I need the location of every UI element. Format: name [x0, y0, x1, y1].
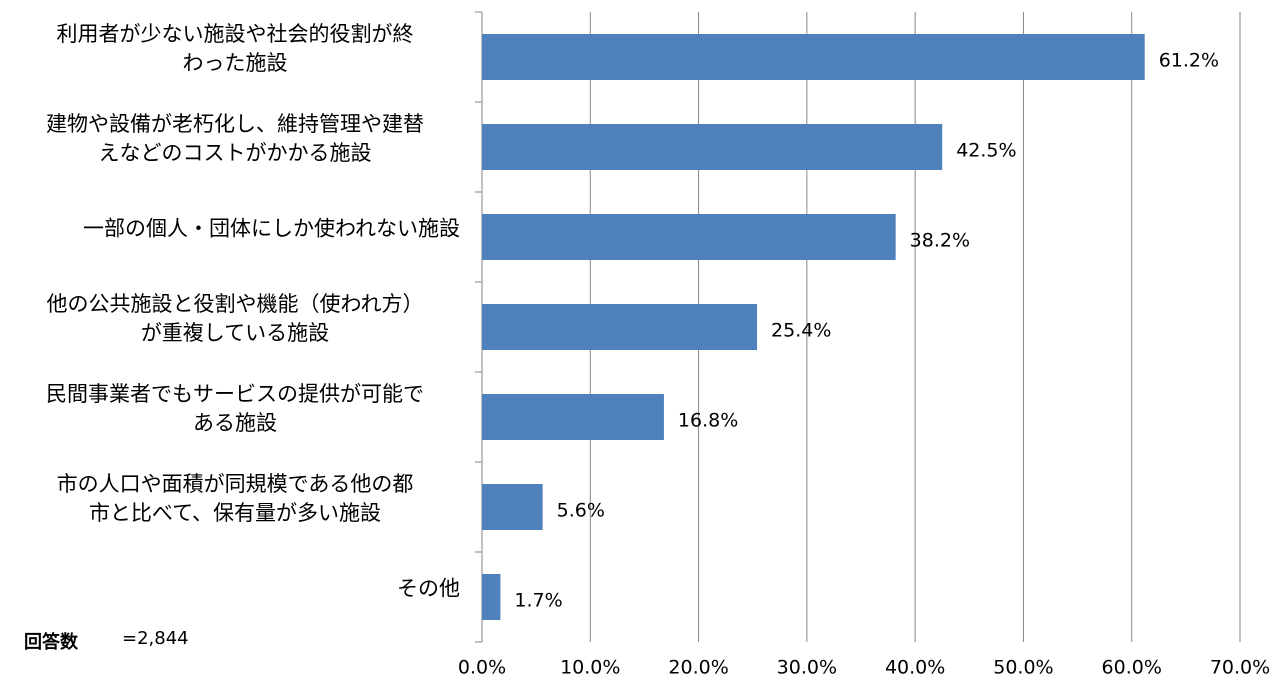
- category-label: 一部の個人・団体にしか使われない施設: [83, 216, 460, 241]
- bar: [482, 394, 664, 440]
- value-label: 61.2%: [1159, 50, 1219, 72]
- value-label: 1.7%: [514, 590, 562, 612]
- x-tick-label: 60.0%: [1102, 657, 1162, 679]
- value-label: 38.2%: [910, 230, 970, 252]
- x-tick-label: 10.0%: [560, 657, 620, 679]
- category-label: 民間事業者でもサービスの提供が可能で ある施設: [46, 382, 424, 435]
- value-label: 25.4%: [771, 320, 831, 342]
- category-label: 市の人口や面積が同規模である他の都 市と比べて、保有量が多い施設: [56, 472, 414, 525]
- x-tick-label: 70.0%: [1210, 657, 1270, 679]
- x-tick-label: 0.0%: [458, 657, 506, 679]
- category-label: 建物や設備が老朽化し、維持管理や建替 えなどのコストがかかる施設: [46, 112, 424, 165]
- bar: [482, 574, 501, 620]
- x-tick-label: 50.0%: [993, 657, 1053, 679]
- category-label: 利用者が少ない施設や社会的役割が終 わった施設: [56, 22, 414, 75]
- bar: [482, 124, 943, 170]
- note-label: 回答数: [24, 632, 78, 653]
- value-label: 16.8%: [678, 410, 738, 432]
- value-label: 42.5%: [956, 140, 1016, 162]
- bar: [482, 34, 1145, 80]
- bar: [482, 484, 543, 530]
- bar: [482, 214, 896, 260]
- x-tick-label: 40.0%: [885, 657, 945, 679]
- value-label: 5.6%: [557, 500, 605, 522]
- note-value: =2,844: [122, 628, 189, 649]
- x-tick-label: 30.0%: [777, 657, 837, 679]
- category-label: 他の公共施設と役割や機能（使われ方） が重複している施設: [46, 292, 424, 345]
- category-label: その他: [397, 576, 460, 601]
- bar: [482, 304, 758, 350]
- x-tick-label: 20.0%: [668, 657, 728, 679]
